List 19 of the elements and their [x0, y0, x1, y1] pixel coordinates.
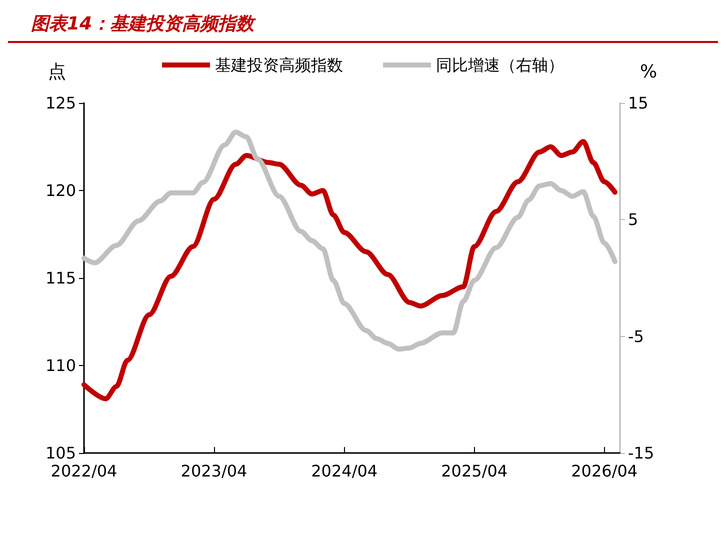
x-tick-label: 2023/04	[180, 462, 248, 480]
y2-tick-label: 5	[628, 210, 638, 230]
x-tick-label: 2022/04	[50, 462, 118, 480]
legend-label: 同比增速（右轴）	[436, 56, 564, 74]
x-tick-label: 2025/04	[441, 462, 508, 480]
y-axis-title: 点	[48, 62, 66, 82]
x-tick-label: 2026/04	[571, 462, 638, 480]
y2-axis-title: %	[640, 62, 658, 82]
x-tick-label: 2024/04	[311, 462, 378, 480]
y2-tick-label: -5	[628, 326, 644, 346]
chart-title: 图表14：基建投资高频指数	[31, 14, 258, 34]
y-tick-label: 125	[45, 94, 76, 112]
y-tick-label: 105	[45, 444, 76, 462]
y2-tick-label: -15	[628, 444, 654, 462]
y-tick-label: 110	[45, 356, 76, 375]
y2-tick-label: 15	[628, 94, 648, 112]
legend-label: 基建投资高频指数	[215, 56, 343, 74]
y-tick-label: 115	[45, 268, 76, 288]
y-tick-label: 120	[45, 181, 76, 200]
